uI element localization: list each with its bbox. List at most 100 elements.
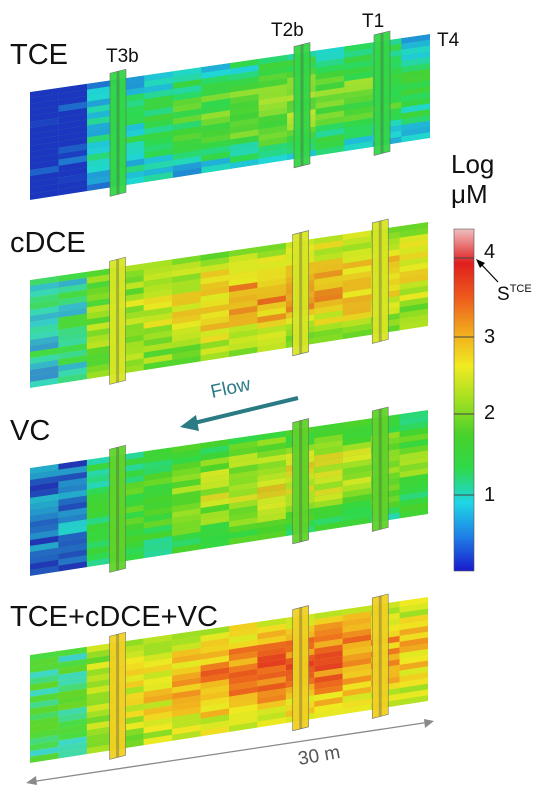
plume-cell (58, 95, 88, 106)
plume-cell (314, 667, 343, 678)
plume-cell (86, 660, 116, 671)
plume-cell (399, 456, 428, 467)
plume-cell (30, 165, 59, 176)
plume-cell (399, 227, 428, 238)
plume-cell (229, 692, 258, 703)
plume-cell (86, 666, 116, 677)
plume-cell (229, 651, 258, 662)
plume-cell (172, 308, 201, 319)
plume-cell (172, 647, 201, 658)
plume-cell (344, 48, 373, 59)
plume-cell (58, 271, 87, 282)
plume-cell (314, 257, 343, 268)
plume-cell (172, 114, 202, 125)
plume-cell (200, 462, 229, 473)
plume-cell (258, 54, 288, 65)
plume-cell (86, 533, 116, 544)
plume-cell (314, 521, 343, 532)
plume-cell (143, 447, 173, 458)
plume-cell (87, 79, 116, 90)
plume-cell (229, 621, 258, 632)
plume-cell (30, 493, 59, 504)
plume-cell (315, 133, 345, 144)
plume-cell (30, 704, 59, 715)
plume-cell (172, 132, 202, 143)
plume-cell (229, 481, 258, 492)
plume-cell (172, 449, 201, 460)
plume-cell (229, 299, 258, 310)
plume-cell (399, 485, 428, 496)
plume-cell (30, 347, 59, 358)
plume-cell (87, 85, 116, 96)
legend-tick-1: 1 (484, 484, 496, 506)
plume-cell (58, 125, 88, 136)
plume-cell (144, 106, 173, 117)
plume-cell (87, 103, 116, 114)
plume-cell (314, 626, 343, 637)
plume-cell (200, 280, 229, 291)
plume-cell (172, 706, 201, 718)
plume-cell (30, 105, 59, 116)
plume-cell (314, 480, 343, 491)
plume-cell (86, 267, 116, 278)
plume-cell (229, 264, 258, 275)
plume-cell (399, 285, 428, 296)
plume-cell (229, 523, 258, 534)
plume-cell (200, 643, 229, 654)
plume-cell (200, 527, 229, 538)
plume-cell (258, 113, 288, 124)
plume-cell (200, 702, 229, 713)
plume-cell (201, 68, 230, 79)
plume-cell (200, 468, 229, 479)
plume-cell (58, 519, 87, 530)
plume-cell (315, 87, 345, 98)
plume-cell (342, 276, 372, 287)
plume-cell (200, 667, 229, 678)
plume-cell (143, 512, 173, 523)
plume-cell (257, 307, 286, 318)
plume-cell (229, 323, 258, 334)
plume-cell (342, 511, 372, 522)
plume-cell (172, 653, 201, 664)
transect-fence (293, 42, 311, 169)
plume-cell (229, 476, 258, 487)
plume-cell (314, 304, 343, 315)
plume-cell (58, 107, 88, 118)
plume-cell (258, 60, 288, 71)
plume-cell (342, 488, 372, 499)
plume-cell (201, 74, 230, 85)
plume-cell (58, 471, 87, 482)
plume-cell (58, 283, 87, 294)
plume-cell (257, 495, 286, 506)
plume-cell (30, 523, 59, 534)
plume-cell (314, 292, 343, 303)
plume-cell (143, 471, 173, 482)
plume-cell (314, 661, 343, 672)
plume-cell (143, 675, 173, 686)
plume-cell (200, 351, 229, 362)
plume-cell (342, 247, 372, 258)
plume-cell (229, 282, 258, 293)
plume-cell (143, 500, 173, 511)
plume-cell (342, 441, 372, 452)
plume-cell (143, 288, 173, 299)
plume-cell (230, 100, 259, 111)
plume-cell (315, 116, 345, 127)
plume-cell (200, 492, 229, 503)
plume-cell (342, 294, 372, 305)
plume-cell (229, 511, 258, 522)
plume-cell (30, 475, 59, 486)
plume-cell (399, 608, 428, 619)
plume-cell (58, 537, 87, 548)
plume-cell (172, 167, 202, 178)
plume-cell (30, 680, 59, 691)
plume-cell (314, 275, 343, 286)
plume-cell (200, 251, 229, 261)
plume-cell (30, 353, 59, 364)
plume-cell (87, 151, 116, 162)
plume-cell (314, 673, 343, 684)
plume-cell (401, 57, 430, 68)
plume-cell (257, 506, 286, 518)
plume-cell (229, 505, 258, 516)
plume-cell (172, 531, 201, 542)
